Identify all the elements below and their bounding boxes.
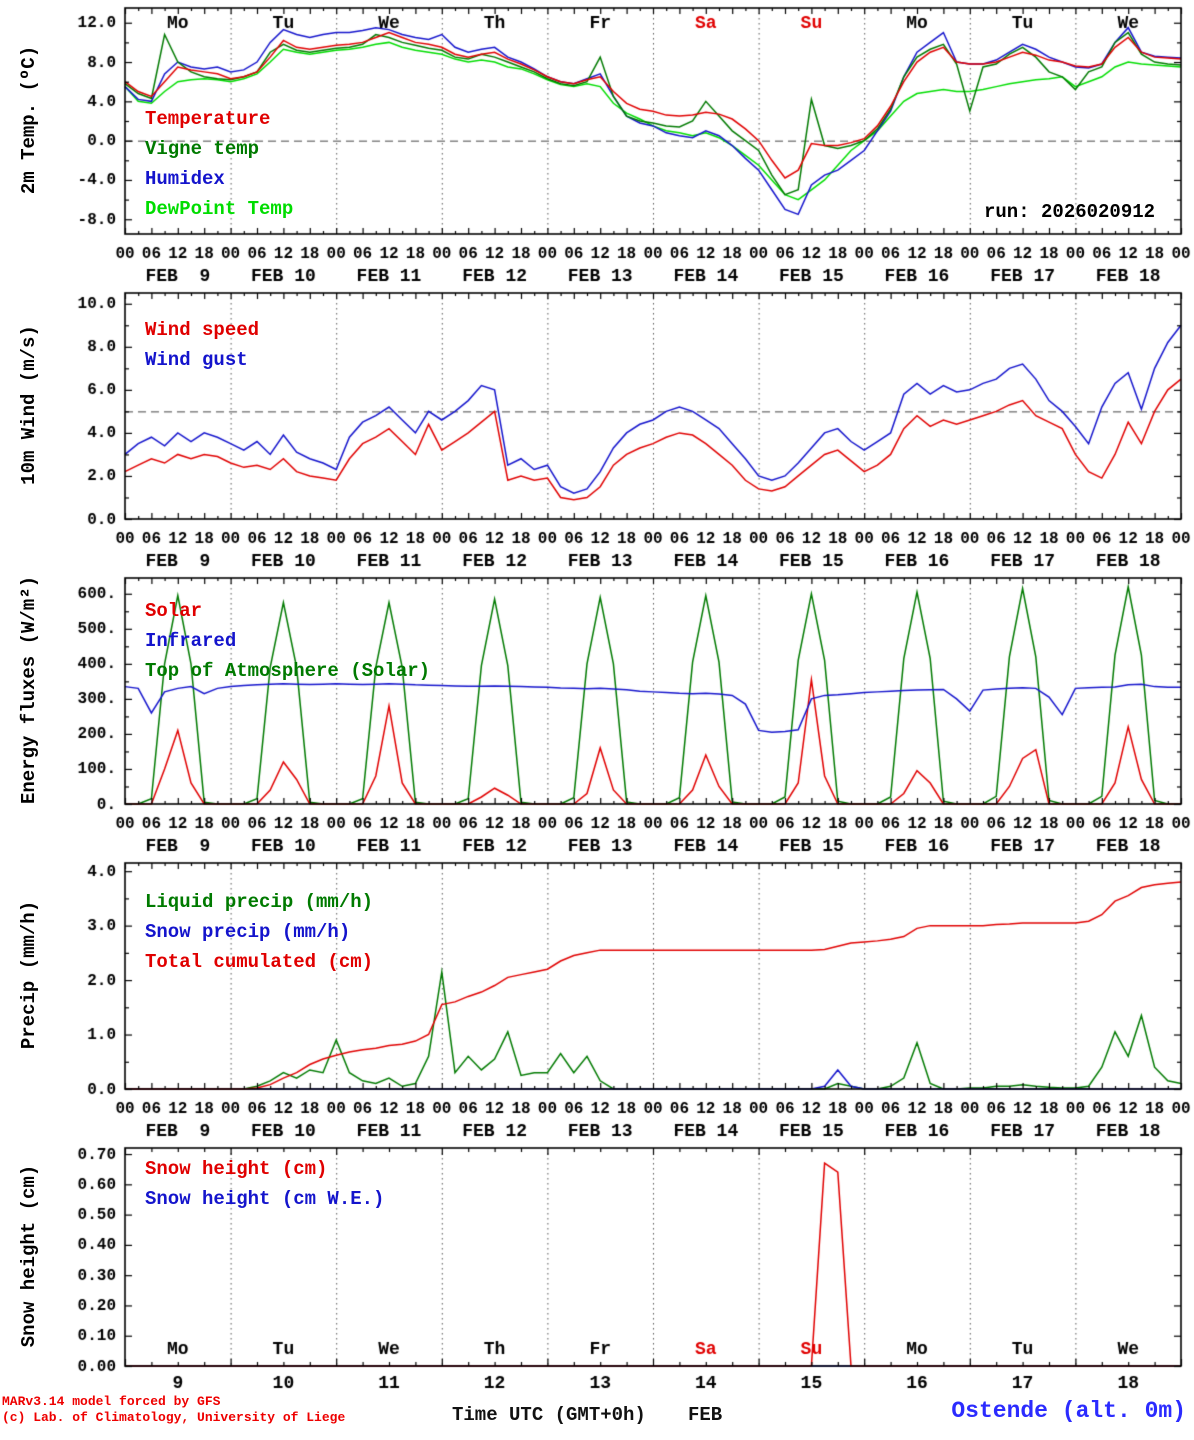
- x-axis-title: Time UTC (GMT+0h): [452, 1404, 646, 1426]
- temperature-panel: 2m Temp. (ºC) Temperature Vigne temp Humid…: [0, 0, 1194, 285]
- station-label: Ostende (alt. 0m): [951, 1398, 1186, 1424]
- snow-height-panel: Snow height (cm) Snow height (cm) Snow he…: [0, 1140, 1194, 1392]
- credit-line-1: MARv3.14 model forced by GFS: [2, 1394, 221, 1409]
- canvas-snow: [0, 1140, 1194, 1392]
- canvas-precip: [0, 855, 1194, 1140]
- canvas-wind: [0, 285, 1194, 570]
- credit-line-2: (c) Lab. of Climatology, University of L…: [2, 1410, 346, 1425]
- precip-panel: Precip (mm/h) Liquid precip (mm/h) Snow p…: [0, 855, 1194, 1140]
- wind-panel: 10m Wind (m/s) Wind speed Wind gust: [0, 285, 1194, 570]
- run-label: run: 2026020912: [984, 201, 1156, 223]
- energy-flux-panel: Energy fluxes (W/m²) Solar Infrared Top of…: [0, 570, 1194, 855]
- month-label: FEB: [688, 1404, 723, 1426]
- footer: MARv3.14 model forced by GFS (c) Lab. of …: [0, 1392, 1194, 1440]
- canvas-temp: [0, 0, 1194, 285]
- canvas-flux: [0, 570, 1194, 855]
- model-credit: MARv3.14 model forced by GFS (c) Lab. of …: [2, 1394, 345, 1426]
